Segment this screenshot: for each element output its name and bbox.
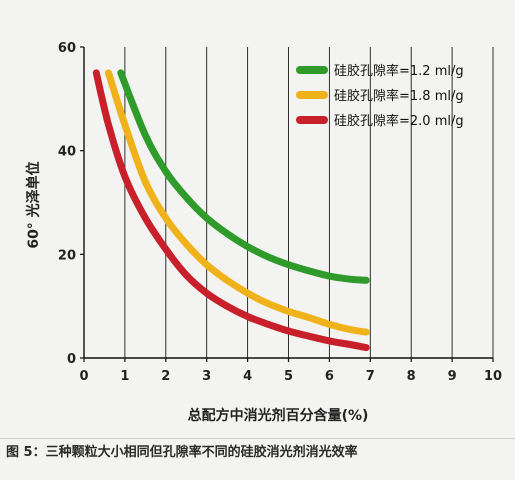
x-tick-label: 3 xyxy=(202,369,211,384)
gridlines xyxy=(124,47,494,358)
figure-caption: 图 5：三种颗粒大小相同但孔隙率不同的硅胶消光剂消光效率 xyxy=(0,438,515,480)
legend-label: 硅胶孔隙率=2.0 ml/g xyxy=(334,113,464,129)
x-tick-label: 1 xyxy=(120,369,129,384)
y-tick-label: 20 xyxy=(58,248,76,263)
y-tick-label: 40 xyxy=(58,145,76,160)
x-tick-label: 8 xyxy=(407,369,416,384)
legend-label: 硅胶孔隙率=1.8 ml/g xyxy=(334,88,464,104)
legend: 硅胶孔隙率=1.2 ml/g 硅胶孔隙率=1.8 ml/g 硅胶孔隙率=2.0 ml… xyxy=(296,63,464,129)
y-tick-label: 60 xyxy=(58,41,76,56)
legend-label: 硅胶孔隙率=1.2 ml/g xyxy=(334,63,464,79)
series-line-2 xyxy=(105,69,370,336)
series-lines xyxy=(92,69,370,352)
x-axis-label: 总配方中消光剂百分含量(%) xyxy=(188,407,369,424)
axes: 0 20 40 60 0 1 2 3 4 5 6 7 8 9 10 xyxy=(58,41,502,384)
x-tick-label: 2 xyxy=(161,369,170,384)
chart-background xyxy=(0,0,515,432)
x-tick-label: 5 xyxy=(284,369,293,384)
y-axis-label: 60° 光泽单位 xyxy=(25,161,42,248)
x-tick-label: 7 xyxy=(366,369,375,384)
series-line-3 xyxy=(92,69,370,352)
x-tick-label: 6 xyxy=(325,369,334,384)
x-tick-label: 9 xyxy=(448,369,457,384)
series-line-1 xyxy=(117,69,370,284)
y-tick-label: 0 xyxy=(67,352,76,367)
x-tick-label: 4 xyxy=(243,369,252,384)
x-tick-label: 0 xyxy=(79,369,88,384)
x-tick-label: 10 xyxy=(484,369,502,384)
